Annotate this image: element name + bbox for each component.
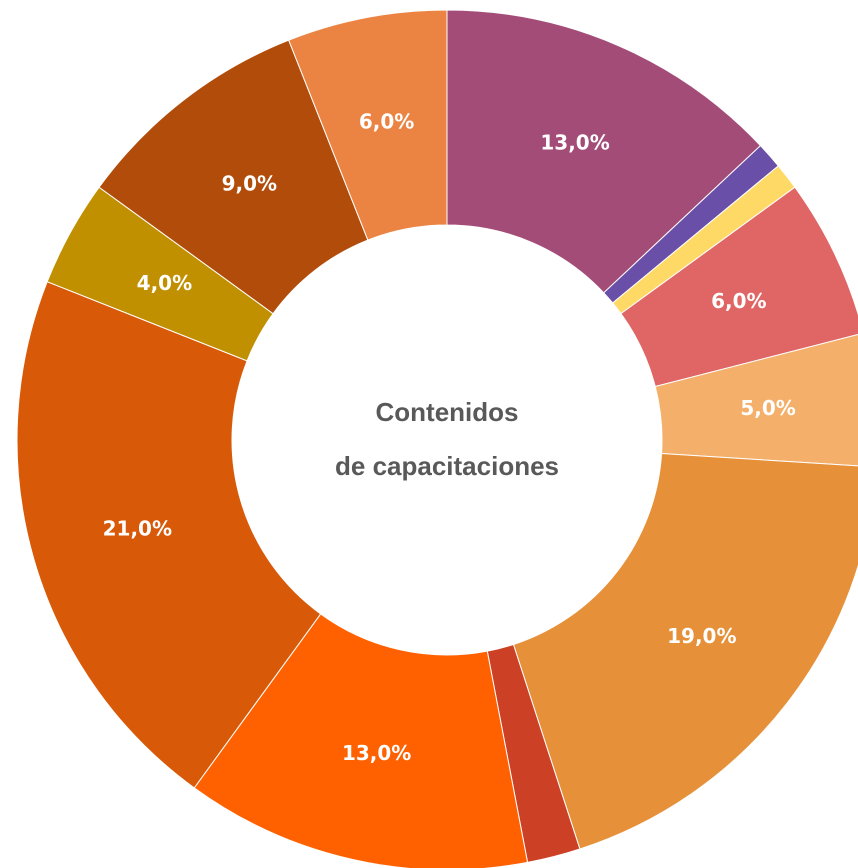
donut-segment (654, 333, 858, 467)
donut-segment (16, 281, 322, 789)
center-label: de capacitaciones (335, 451, 559, 481)
value-label: 6,0% (359, 110, 414, 134)
value-label: 19,0% (667, 624, 736, 648)
value-label: 5,0% (740, 396, 795, 420)
donut-segment (446, 9, 762, 294)
value-label: 13,0% (540, 131, 609, 155)
donut-segment (288, 9, 448, 241)
donut-segment (193, 613, 529, 868)
center-label: Contenidos (376, 397, 519, 427)
value-label: 4,0% (137, 271, 192, 295)
value-label: 6,0% (711, 289, 766, 313)
donut-segment (512, 452, 858, 850)
donut-segment (98, 39, 369, 315)
value-label: 13,0% (342, 741, 411, 765)
value-label: 9,0% (222, 172, 277, 196)
donut-segment (620, 186, 858, 388)
value-label: 21,0% (103, 516, 172, 540)
